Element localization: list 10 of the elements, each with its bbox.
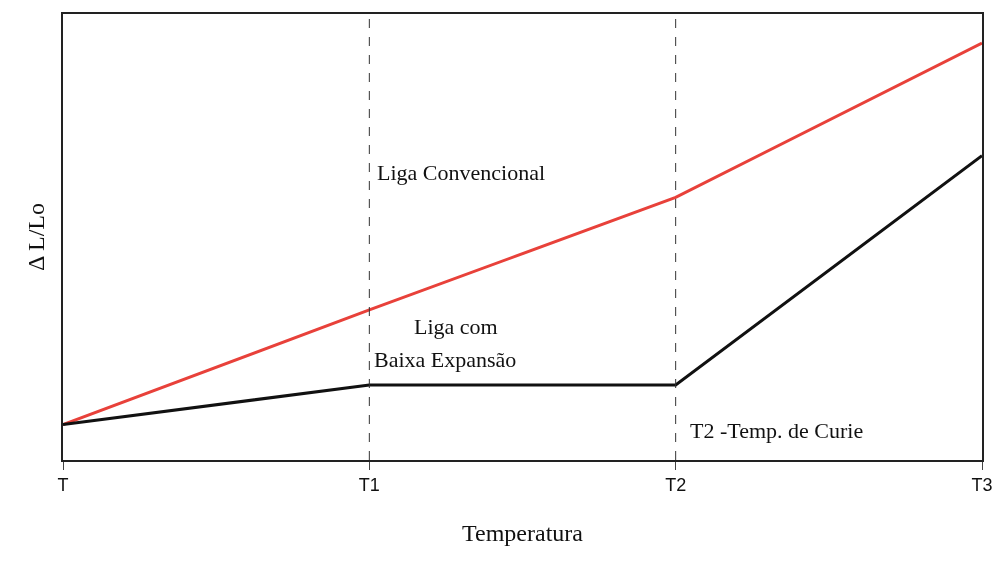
y-axis-title: Δ L/Lo [22,202,49,272]
annotation: Liga Convencional [377,160,546,185]
x-tick-label: T2 [665,475,687,496]
x-axis-title: Temperatura [462,520,584,547]
annotation: T2 -Temp. de Curie [690,418,864,443]
x-tick-label: T1 [358,475,380,496]
annotation: Baixa Expansão [374,347,517,372]
annotation: Liga com [414,314,498,339]
x-tick-label: T3 [971,475,993,496]
x-tick-label: T [57,475,69,496]
